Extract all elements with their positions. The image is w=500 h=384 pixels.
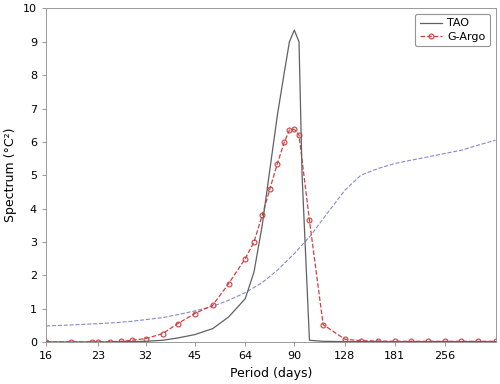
TAO: [142, 339, 148, 344]
TAO: [320, 339, 326, 344]
TAO: [296, 40, 302, 44]
G-Argo: [128, 338, 134, 343]
Line: G-Argo: G-Argo: [44, 127, 498, 344]
G-Argo: [286, 128, 292, 132]
TAO: [251, 270, 257, 274]
TAO: [392, 339, 398, 344]
TAO: [375, 339, 381, 344]
TAO: [475, 339, 481, 344]
TAO: [282, 70, 288, 74]
G-Argo: [375, 339, 381, 343]
G-Argo: [107, 339, 113, 344]
TAO: [408, 339, 414, 344]
G-Argo: [282, 139, 288, 144]
TAO: [68, 340, 73, 344]
TAO: [89, 340, 95, 344]
TAO: [286, 40, 292, 44]
TAO: [107, 340, 113, 344]
TAO: [299, 173, 305, 177]
G-Argo: [408, 339, 414, 344]
G-Argo: [68, 340, 73, 344]
G-Argo: [274, 161, 280, 166]
G-Argo: [392, 339, 398, 344]
G-Argo: [475, 339, 481, 344]
G-Argo: [296, 133, 302, 137]
TAO: [292, 28, 298, 32]
TAO: [442, 339, 448, 344]
TAO: [160, 338, 166, 343]
G-Argo: [251, 240, 257, 244]
G-Argo: [89, 340, 95, 344]
G-Argo: [174, 321, 180, 326]
TAO: [425, 339, 431, 344]
TAO: [259, 223, 265, 228]
G-Argo: [292, 127, 298, 131]
G-Argo: [192, 311, 198, 316]
G-Argo: [492, 339, 498, 344]
G-Argo: [226, 281, 232, 286]
TAO: [210, 326, 216, 331]
G-Argo: [160, 331, 166, 336]
TAO: [118, 339, 124, 344]
G-Argo: [259, 213, 265, 217]
TAO: [267, 166, 273, 171]
TAO: [458, 339, 464, 344]
TAO: [95, 340, 101, 344]
TAO: [226, 314, 232, 319]
TAO: [192, 332, 198, 337]
G-Argo: [306, 218, 312, 223]
G-Argo: [95, 340, 101, 344]
G-Argo: [342, 337, 348, 342]
TAO: [43, 340, 49, 344]
Y-axis label: Spectrum (°C²): Spectrum (°C²): [4, 128, 18, 222]
TAO: [174, 336, 180, 340]
X-axis label: Period (days): Period (days): [230, 367, 312, 379]
G-Argo: [142, 336, 148, 341]
G-Argo: [442, 339, 448, 344]
G-Argo: [210, 303, 216, 308]
G-Argo: [358, 338, 364, 343]
G-Argo: [267, 186, 273, 191]
G-Argo: [425, 339, 431, 344]
G-Argo: [118, 339, 124, 344]
TAO: [358, 339, 364, 344]
G-Argo: [242, 256, 248, 261]
Line: TAO: TAO: [46, 30, 496, 342]
G-Argo: [320, 322, 326, 327]
TAO: [128, 339, 134, 344]
G-Argo: [43, 340, 49, 344]
TAO: [274, 113, 280, 118]
G-Argo: [458, 339, 464, 344]
TAO: [242, 296, 248, 301]
TAO: [492, 339, 498, 344]
Legend: TAO, G-Argo: TAO, G-Argo: [415, 14, 490, 46]
TAO: [306, 338, 312, 343]
TAO: [342, 339, 348, 344]
